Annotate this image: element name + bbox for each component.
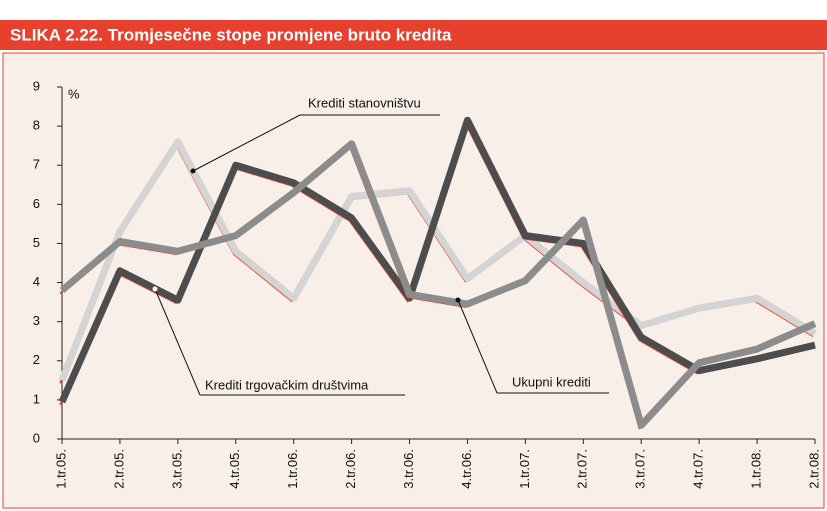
y-tick-label: 2 [33,352,40,367]
x-tick-label: 1.tr.06. [285,449,300,489]
y-tick-label: 1 [33,391,40,406]
legend-label: Ukupni krediti [512,374,591,389]
x-tick-label: 2.tr.05. [111,449,126,489]
x-tick-label: 2.tr.08. [806,449,821,489]
x-tick-label: 3.tr.06. [401,449,416,489]
series-line [58,138,817,382]
x-tick-label: 3.tr.05. [169,449,184,489]
annotation-leader [457,299,498,394]
y-tick-label: 8 [33,118,40,133]
x-tick-label: 4.tr.05. [227,449,242,489]
x-tick-label: 2.tr.06. [343,449,358,489]
x-tick-label: 1.tr.07. [517,449,532,489]
annotation-leader [154,288,201,396]
legend-label: Krediti trgovačkim društvima [205,377,369,392]
x-tick-label: 4.tr.07. [691,449,706,489]
series-line [59,140,817,429]
y-axis-label: % [68,86,80,101]
annotation-dot [152,286,158,292]
header-bar [0,20,827,50]
y-tick-label: 3 [33,313,40,328]
y-tick-label: 0 [33,430,40,445]
chart-title: SLIKA 2.22. Tromjesečne stope promjene b… [10,25,452,44]
y-tick-label: 7 [33,157,40,172]
y-tick-label: 9 [33,78,40,93]
x-tick-label: 3.tr.07. [633,449,648,489]
y-tick-label: 4 [33,274,40,289]
x-tick-label: 1.tr.08. [749,449,764,489]
series-line [58,116,816,404]
legend-label: Krediti stanovništvu [308,95,421,110]
x-tick-label: 1.tr.05. [53,449,68,489]
x-tick-label: 2.tr.07. [575,449,590,489]
x-tick-label: 4.tr.06. [459,449,474,489]
annotation-dot [455,297,461,303]
y-tick-label: 5 [33,235,40,250]
annotation-leader [192,114,301,172]
annotation-dot [190,168,196,174]
y-tick-label: 6 [33,196,40,211]
